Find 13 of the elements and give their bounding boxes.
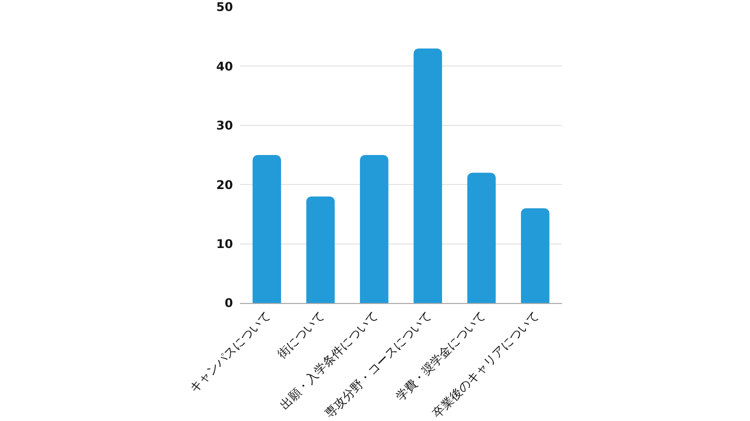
bar xyxy=(520,208,550,303)
bar xyxy=(467,172,496,303)
bar xyxy=(414,48,442,303)
y-tick-label: 30 xyxy=(216,118,233,133)
y-tick-label: 50 xyxy=(216,0,233,14)
bar xyxy=(252,155,282,303)
bar xyxy=(360,155,388,303)
y-tick-label: 10 xyxy=(216,237,233,251)
y-tick-label: 40 xyxy=(216,59,233,74)
x-tick-label: キャンパスについて xyxy=(186,308,274,396)
bar xyxy=(306,196,335,303)
y-tick-label: 20 xyxy=(216,178,233,192)
y-tick-label: 0 xyxy=(224,296,233,310)
